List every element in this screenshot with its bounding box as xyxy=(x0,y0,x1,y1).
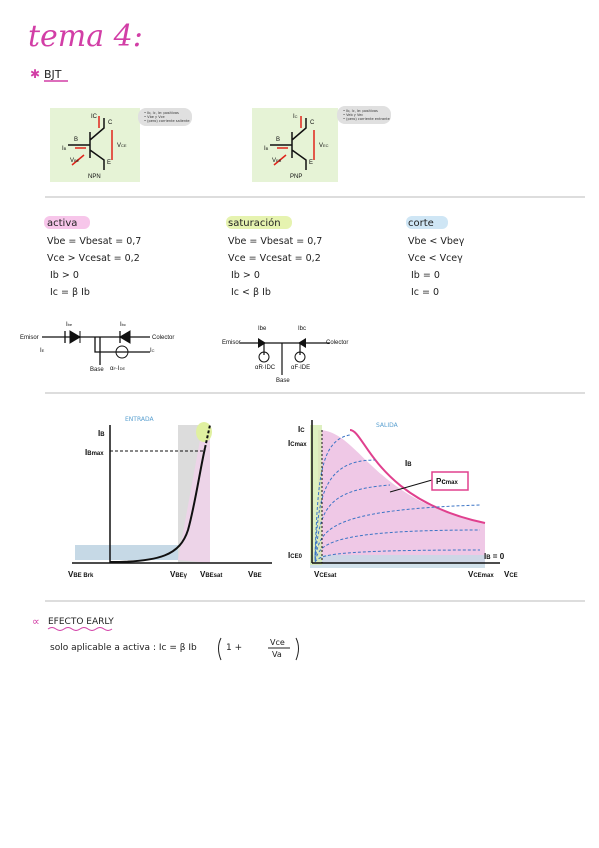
note: • Ib, Ic, Ie: positivas xyxy=(343,109,378,113)
label: Colector xyxy=(326,340,348,346)
label: C xyxy=(108,120,113,126)
note: • Vbe y Vce xyxy=(144,115,165,119)
circuit-1: Emisor Colector Base IE IC Ibe Ibc αF·ID… xyxy=(20,322,174,373)
tick-label: ICmax xyxy=(288,439,307,448)
label: C xyxy=(310,120,315,126)
label: Ibc xyxy=(120,322,126,328)
region-line: Ic = β Ib xyxy=(50,287,90,298)
tick-label: ICE0 xyxy=(288,551,303,560)
note: • Ib, Ic, Ie: positivas xyxy=(144,111,179,115)
axis-label: IB xyxy=(98,429,105,438)
label: αF·IDE xyxy=(291,365,310,371)
label: Ibc xyxy=(298,326,306,332)
highlight xyxy=(226,216,292,229)
label: IC xyxy=(91,114,98,120)
region-line: Ib = 0 xyxy=(411,270,440,281)
note: • (pero) corriente saliente xyxy=(144,119,190,123)
tick-label: VBEsat xyxy=(200,570,222,579)
axis-label: VCE xyxy=(504,570,518,579)
region-line: Ib > 0 xyxy=(50,270,79,281)
underline xyxy=(47,627,113,631)
label: B xyxy=(276,137,280,143)
label: IC xyxy=(150,348,155,354)
regions: activa Vbe = Vbesat = 0,7 Vce > Vcesat = 0… xyxy=(44,216,465,298)
note: • Veb y Vec xyxy=(343,113,363,117)
label: NPN xyxy=(88,174,101,180)
label: IE xyxy=(40,348,45,354)
label: Ibe xyxy=(66,322,73,328)
label: Emisor xyxy=(20,335,39,341)
axis-label: VBE xyxy=(248,570,262,579)
label: Emisor xyxy=(222,340,241,346)
label: αR·IDC xyxy=(255,365,276,371)
region-line: Ib > 0 xyxy=(231,270,260,281)
section-title: EFECTO EARLY xyxy=(48,617,114,627)
tick-label: VBE Brk xyxy=(68,570,94,579)
label: Ibe xyxy=(258,326,267,332)
label: IC xyxy=(293,114,298,120)
title: tema 4: xyxy=(28,19,143,54)
formula: solo aplicable a activa : Ic = β Ib xyxy=(50,643,197,653)
region-line: Vce < Vceγ xyxy=(408,253,463,264)
graph-title: ENTRADA xyxy=(125,416,154,423)
tick-label: VCEsat xyxy=(314,570,336,579)
label: VCE xyxy=(117,143,127,149)
label: IB xyxy=(264,146,269,152)
label: Base xyxy=(276,378,290,384)
axis-label: IC xyxy=(298,425,305,434)
label: IB xyxy=(405,459,412,468)
label: Base xyxy=(90,367,104,373)
label: VEB xyxy=(272,158,282,164)
region-line: Vce = Vcesat = 0,2 xyxy=(228,253,321,264)
output-graph: SALIDA IC ICmax IB Pcmax ICE0 IB = 0 VCE… xyxy=(288,420,518,579)
note: • (pero) corriente entrante xyxy=(343,117,390,121)
input-graph: ENTRADA IB IBmax VBE Brk VBEγ VBEsat VBE xyxy=(68,416,272,579)
label: IB xyxy=(62,146,67,152)
region-line: Vce > Vcesat = 0,2 xyxy=(47,253,140,264)
label: B xyxy=(74,137,78,143)
figure-bg xyxy=(252,108,338,182)
tick-label: VBEγ xyxy=(170,570,188,579)
section-title: BJT xyxy=(44,68,62,81)
graph-title: SALIDA xyxy=(376,422,399,429)
circuit-2: Emisor Colector Base Ibe Ibc αR·IDC αF·I… xyxy=(222,326,348,384)
highlight xyxy=(44,216,90,229)
parenthesis xyxy=(218,637,299,661)
region-line: Vbe = Vbesat = 0,7 xyxy=(228,236,322,247)
highlight xyxy=(406,216,448,229)
tick-label: IBmax xyxy=(85,448,104,457)
bullet: ✱ xyxy=(30,67,40,81)
tick-label: VCEmax xyxy=(468,570,494,579)
region-line: Vbe < Vbeγ xyxy=(408,236,465,247)
label: PNP xyxy=(290,174,302,180)
npn-figure: • Ib, Ic, Ie: positivas • Vbe y Vce • (p… xyxy=(50,108,192,182)
region-line: Vbe = Vbesat = 0,7 xyxy=(47,236,141,247)
bullet: ∝ xyxy=(32,615,40,628)
formula: Vce xyxy=(270,638,285,647)
region-line: Ic < β Ib xyxy=(231,287,271,298)
note-bubble xyxy=(337,106,391,124)
figure-bg xyxy=(50,108,140,182)
pnp-figure: • Ib, Ic, Ie: positivas • Veb y Vec • (p… xyxy=(252,106,391,182)
formula: 1 + xyxy=(226,643,242,653)
label: E xyxy=(107,160,111,166)
note-bubble xyxy=(138,108,192,126)
label: E xyxy=(309,160,313,166)
label: IB = 0 xyxy=(484,552,505,561)
region-title: activa xyxy=(47,218,77,229)
region-title: saturación xyxy=(228,217,281,229)
label: VBE xyxy=(70,158,80,164)
label: VEC xyxy=(319,143,329,149)
region-title: corte xyxy=(408,218,434,229)
formula: Va xyxy=(272,650,282,659)
label: αF·IDE xyxy=(110,366,125,372)
region-line: Ic = 0 xyxy=(411,287,439,298)
label: Colector xyxy=(152,335,174,341)
label: Pcmax xyxy=(436,477,458,486)
